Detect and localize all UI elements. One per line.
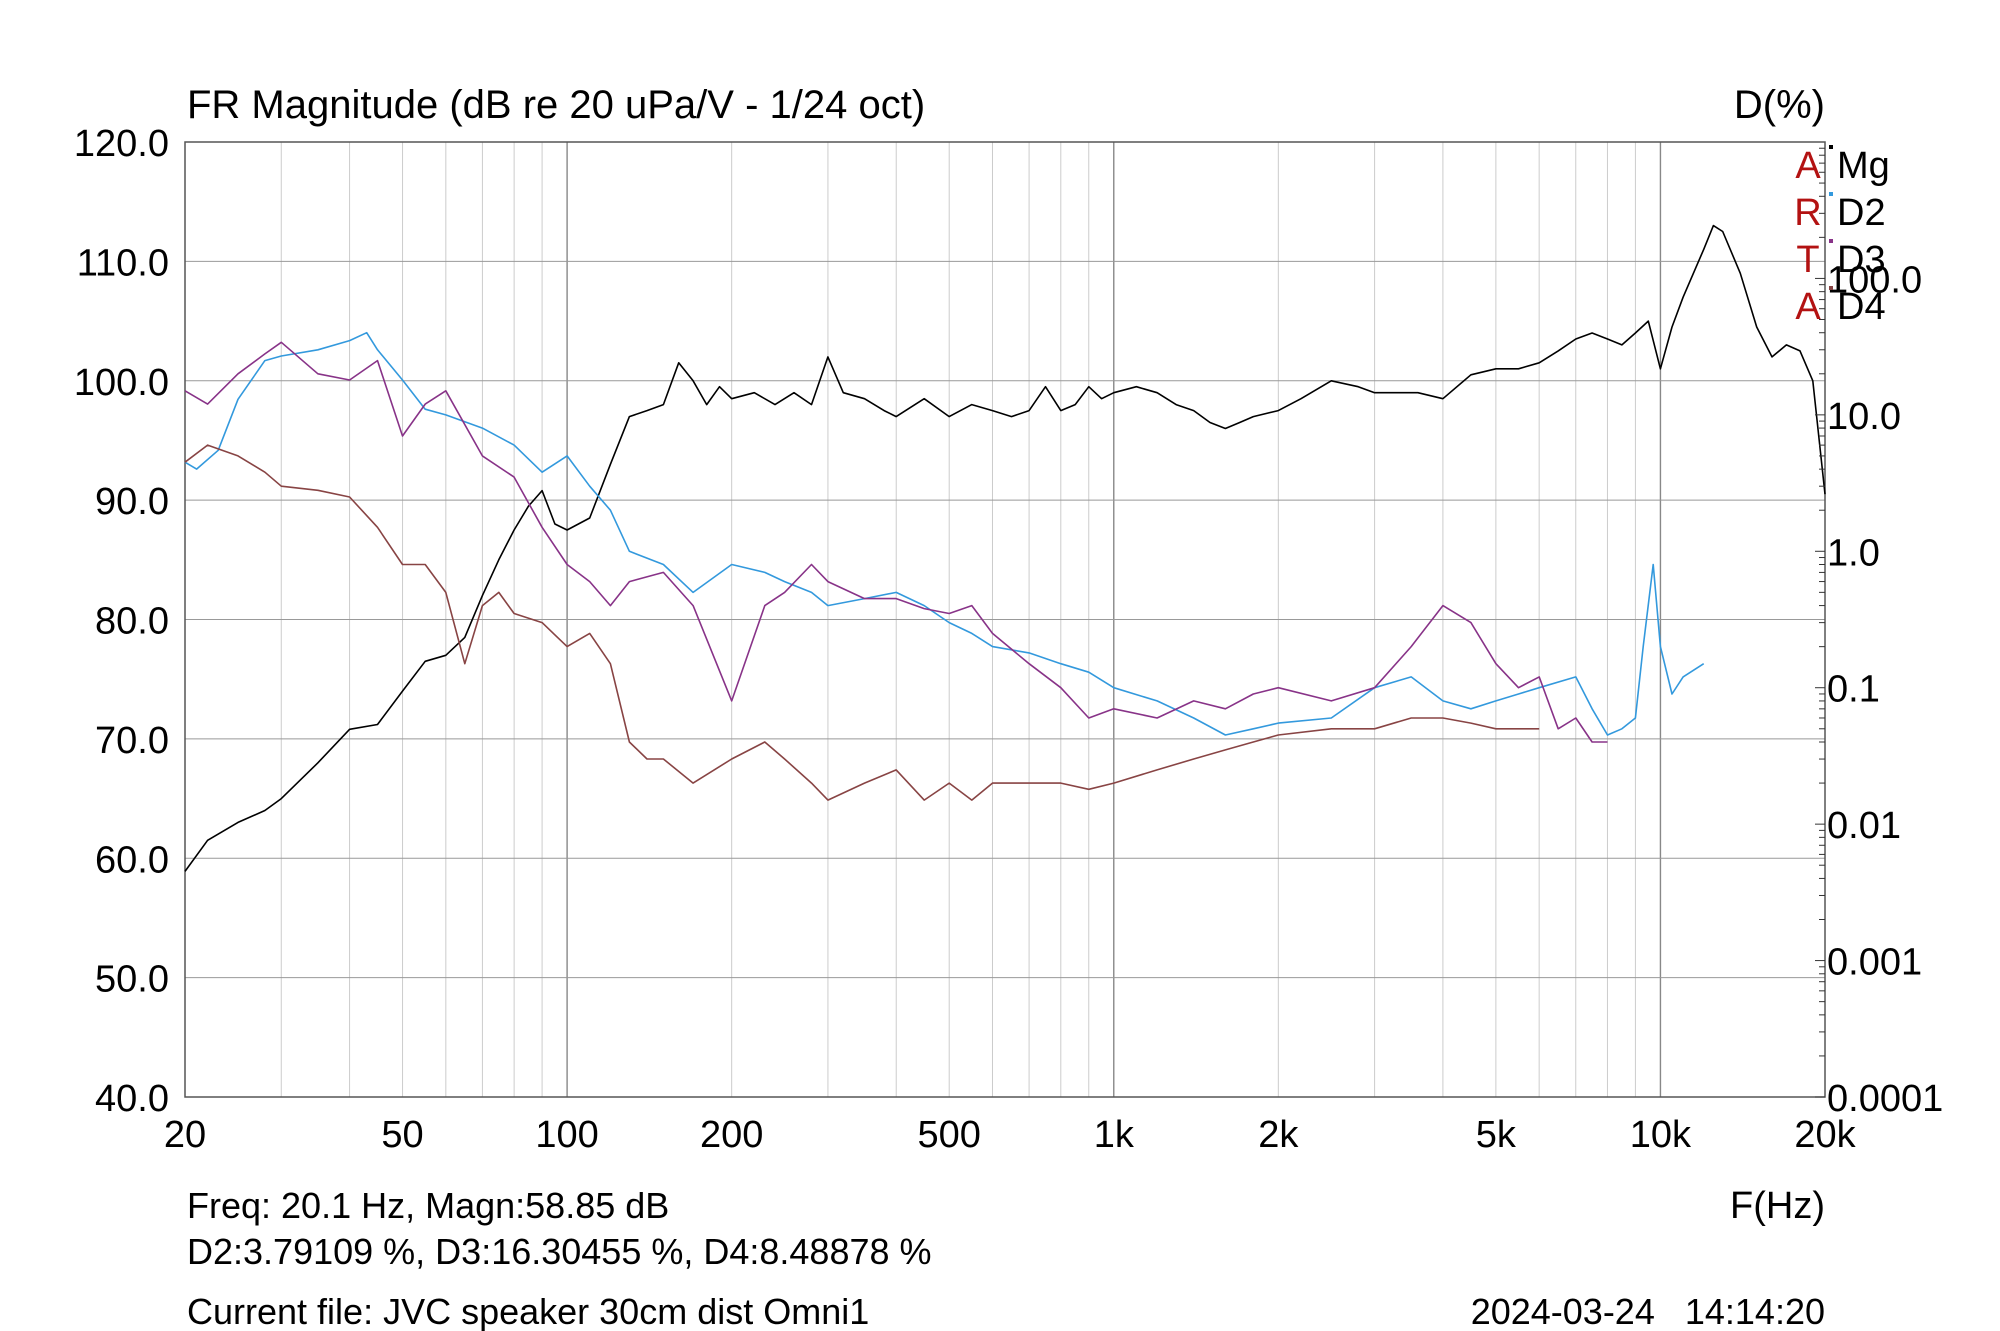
legend-label-d3: D3: [1837, 239, 1886, 281]
x-tick-label: 5k: [1476, 1114, 1517, 1156]
y-tick-label: 70.0: [95, 720, 169, 762]
y-tick-label: 50.0: [95, 959, 169, 1001]
legend-side-letter: R: [1794, 192, 1821, 234]
series-line-d4: [184, 444, 1540, 801]
legend-side-letter: T: [1796, 239, 1819, 281]
y-tick-label: 110.0: [77, 242, 169, 284]
y-tick-label: 90.0: [95, 481, 169, 523]
y2-tick-label: 0.001: [1827, 942, 1922, 984]
plot-frame: [184, 141, 1826, 1098]
legend: A Mg R D2 T D3 A D4: [1794, 145, 1890, 328]
legend-swatch-d4: [1829, 286, 1833, 290]
x-axis-label: F(Hz): [1730, 1185, 1825, 1227]
y-tick-label: 40.0: [95, 1078, 169, 1120]
y2-tick-label: 100.0: [1827, 259, 1922, 301]
legend-side-letter: A: [1795, 286, 1821, 328]
legend-label-d2: D2: [1837, 192, 1886, 234]
x-tick-label: 200: [700, 1114, 763, 1156]
x-tick-label: 500: [918, 1114, 981, 1156]
series-lines: [184, 224, 1826, 872]
right-axis-label: D(%): [1734, 83, 1825, 127]
legend-label-mg: Mg: [1837, 145, 1890, 187]
x-tick-label: 100: [535, 1114, 598, 1156]
x-tick-label: 10k: [1630, 1114, 1692, 1156]
y-tick-label: 60.0: [95, 839, 169, 881]
y2-tick-label: 1.0: [1827, 532, 1880, 574]
x-tick-label: 50: [381, 1114, 423, 1156]
cursor-readout-line2: D2:3.79109 %, D3:16.30455 %, D4:8.48878 …: [187, 1231, 932, 1272]
series-line-d3: [184, 341, 1608, 743]
y-tick-label: 120.0: [74, 123, 169, 165]
axes: 20 50 100 200 500 1k 2k 5k 10k 20k 120.0 110.0 100.0…: [74, 123, 1943, 1156]
chart-title: FR Magnitude (dB re 20 uPa/V - 1/24 oct): [187, 83, 925, 127]
series-line-d2: [184, 331, 1705, 736]
x-tick-label: 1k: [1094, 1114, 1135, 1156]
x-tick-label: 20k: [1794, 1114, 1856, 1156]
legend-swatch-mg: [1829, 145, 1833, 149]
grid: [185, 142, 1825, 1097]
cursor-readout-line1: Freq: 20.1 Hz, Magn:58.85 dB: [187, 1185, 669, 1226]
current-file-label: Current file: JVC speaker 30cm dist Omni…: [187, 1291, 869, 1331]
x-tick-label: 2k: [1258, 1114, 1299, 1156]
y2-tick-label: 0.1: [1827, 669, 1880, 711]
y2-tick-label: 10.0: [1827, 396, 1901, 438]
legend-label-d4: D4: [1837, 286, 1886, 328]
series-line-mg: [184, 224, 1826, 872]
legend-swatch-d3: [1829, 239, 1833, 243]
y2-tick-label: 0.01: [1827, 805, 1901, 847]
y-tick-label: 80.0: [95, 601, 169, 643]
timestamp-label: 2024-03-24 14:14:20: [1471, 1291, 1825, 1331]
legend-side-letter: A: [1795, 145, 1821, 187]
legend-swatch-d2: [1829, 192, 1833, 196]
y-tick-label: 100.0: [74, 362, 169, 404]
x-tick-label: 20: [164, 1114, 206, 1156]
y2-tick-label: 0.0001: [1827, 1078, 1943, 1120]
